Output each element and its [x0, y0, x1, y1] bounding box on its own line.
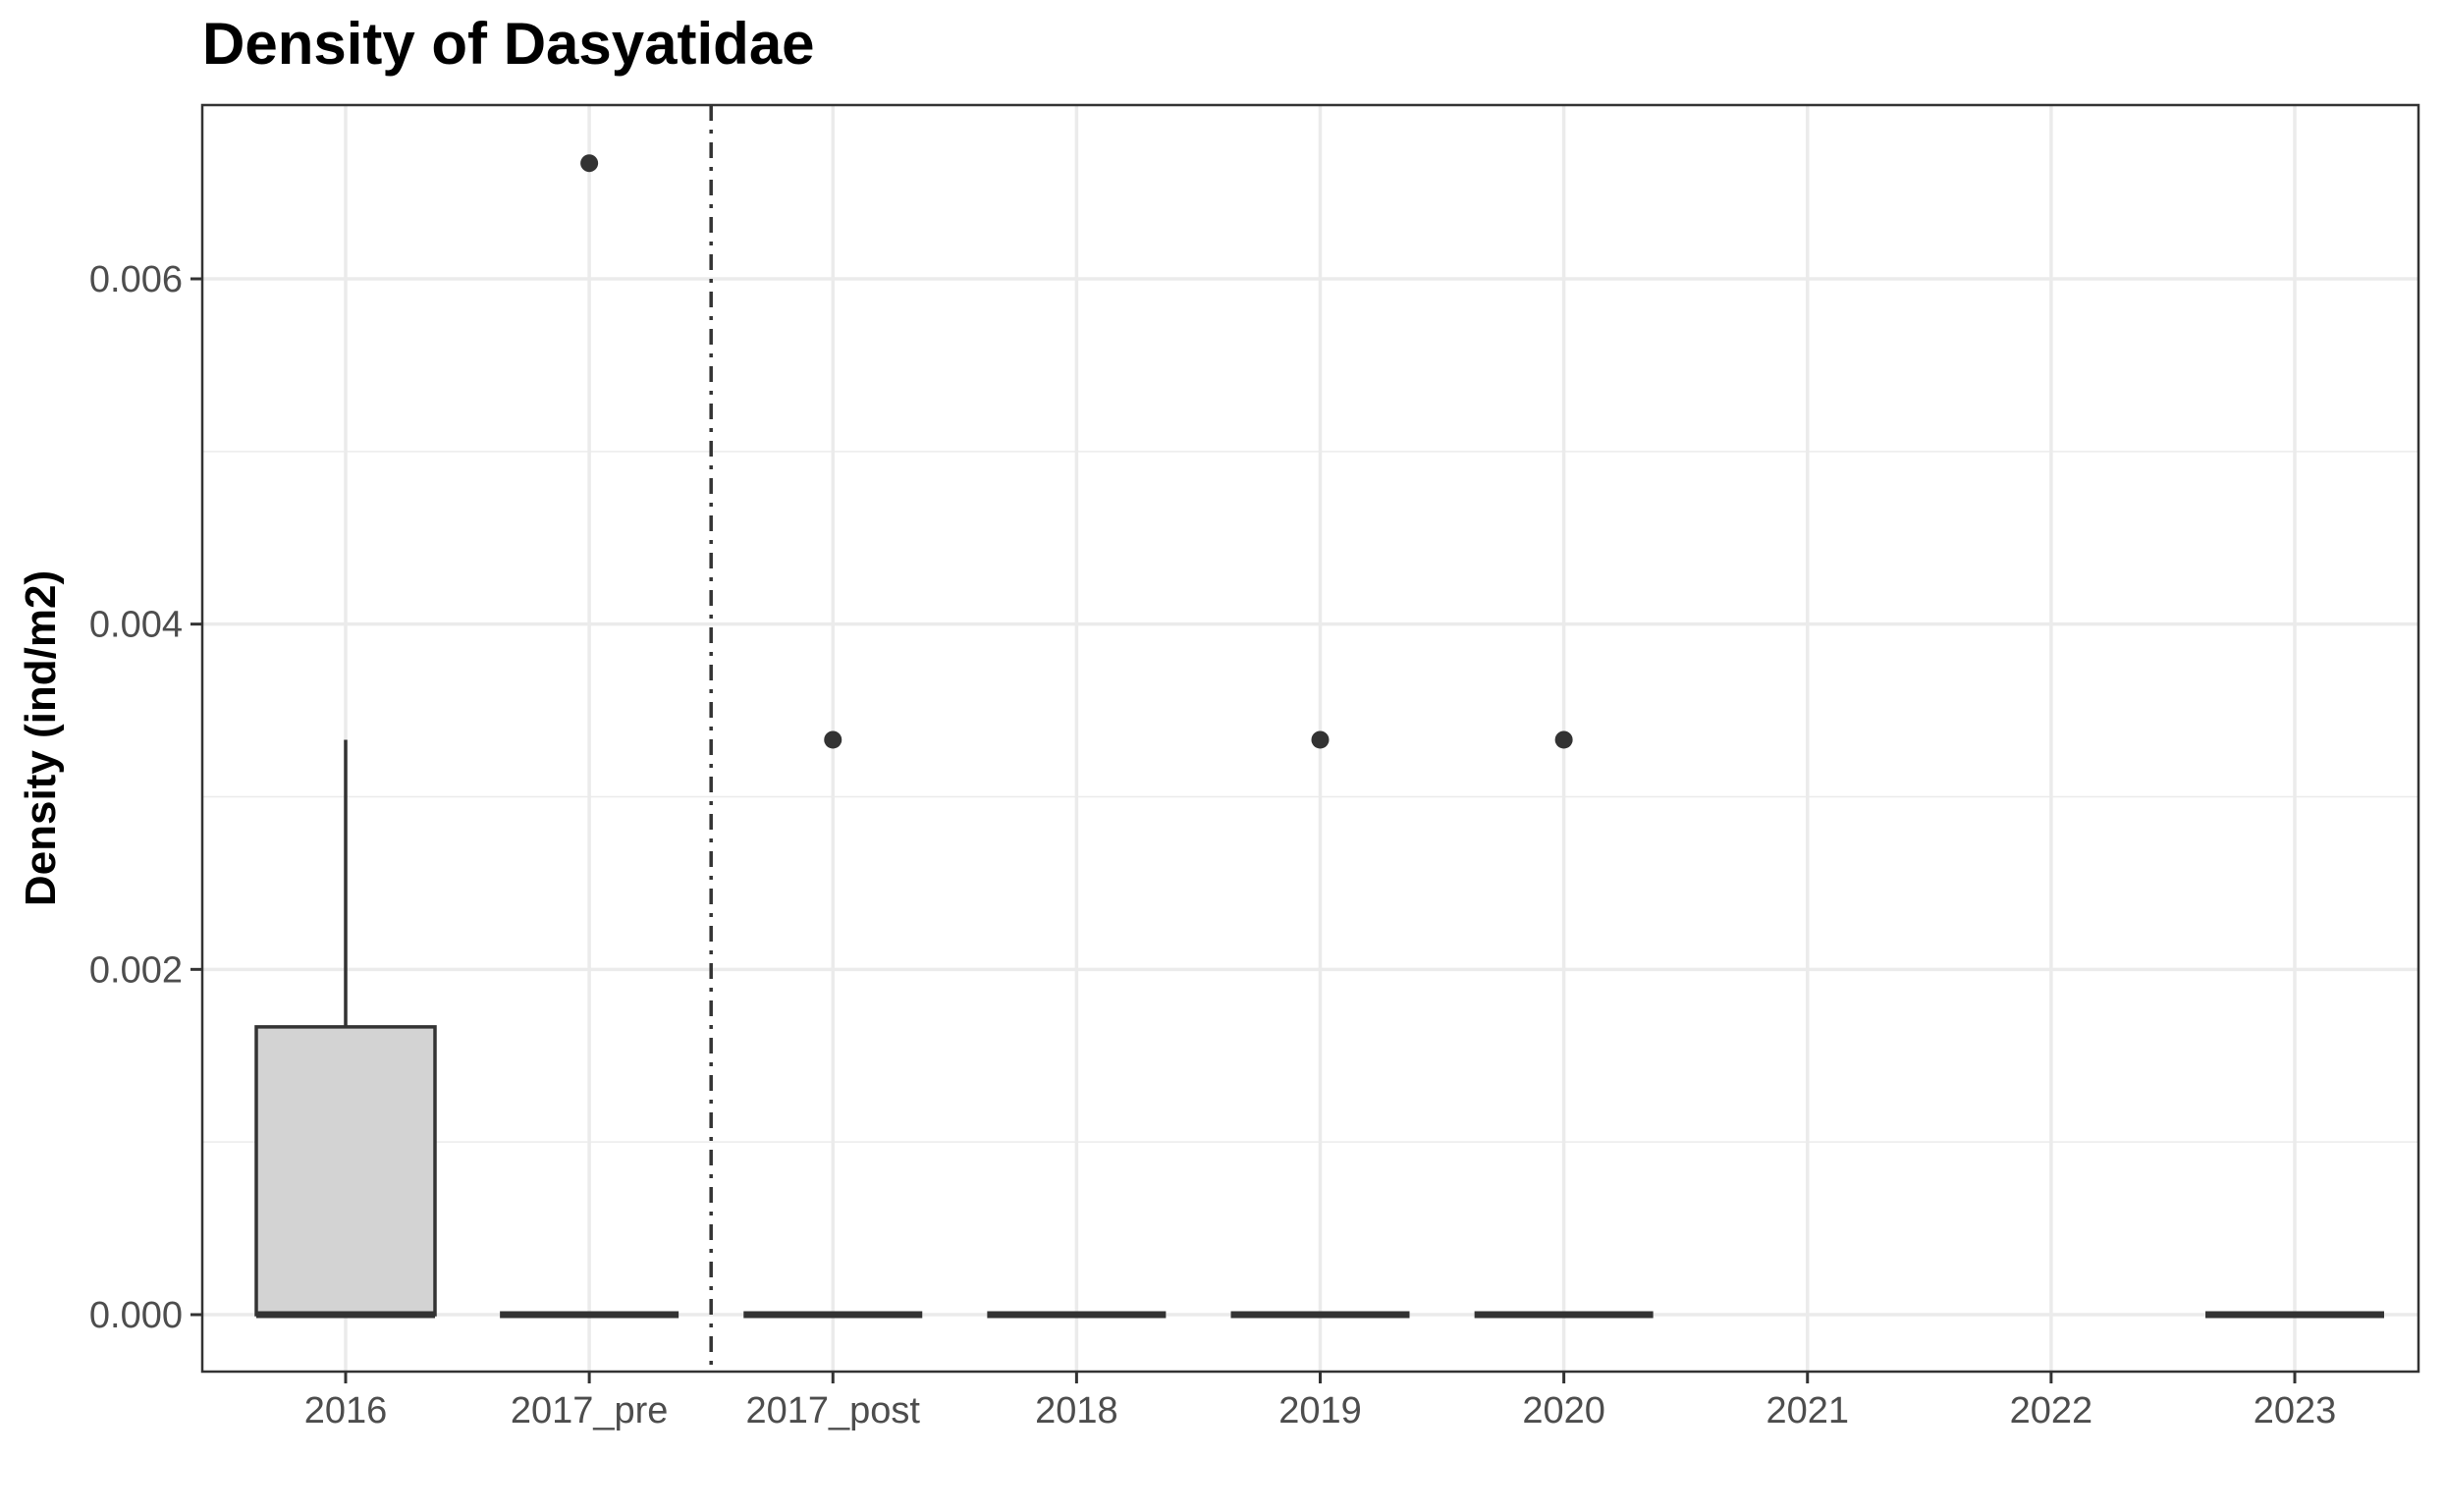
box-2017_pre — [500, 154, 679, 1319]
x-tick-label: 2022 — [2010, 1390, 2093, 1431]
box-2016 — [254, 739, 437, 1319]
x-tick-label: 2021 — [1766, 1390, 1849, 1431]
x-tick-label: 2020 — [1522, 1390, 1605, 1431]
panel-border — [200, 103, 2420, 1374]
x-tick-label: 2017_pre — [511, 1390, 669, 1431]
outlier-point — [580, 154, 599, 173]
y-axis-label: Density (ind/m2) — [17, 570, 65, 906]
outlier-point — [1311, 730, 1330, 749]
chart-title: Density of Dasyatidae — [202, 11, 815, 77]
y-tick-label: 0.004 — [89, 605, 183, 646]
box-body — [254, 1025, 437, 1317]
outlier-point — [1554, 730, 1573, 749]
y-tick-label: 0.000 — [89, 1295, 183, 1336]
box-2017_post — [743, 730, 923, 1319]
y-tick-label: 0.002 — [89, 949, 183, 991]
x-tick-label: 2016 — [304, 1390, 388, 1431]
plot-panel — [202, 105, 2418, 1372]
y-tick-label: 0.006 — [89, 259, 183, 300]
x-tick-label: 2017_post — [746, 1390, 921, 1431]
x-tick-label: 2023 — [2254, 1390, 2337, 1431]
outlier-point — [824, 730, 842, 749]
box-2019 — [1230, 730, 1410, 1319]
x-tick-label: 2019 — [1278, 1390, 1362, 1431]
x-tick-label: 2018 — [1035, 1390, 1118, 1431]
box-2020 — [1474, 730, 1654, 1319]
